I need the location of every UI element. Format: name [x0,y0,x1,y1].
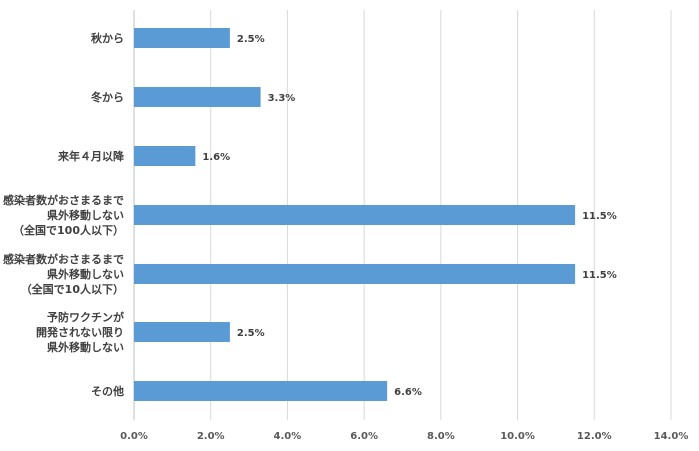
category-label: 冬から [91,90,124,104]
x-tick-label: 12.0% [577,431,612,442]
category-label-line: 感染者数がおさまるまで [3,252,124,266]
x-tick-label: 2.0% [197,431,225,442]
category-label-line: （全国で10人以下） [21,282,124,296]
x-tick-label: 14.0% [654,431,689,442]
data-labels: 2.5% 3.3% 1.6% 11.5% 11.5% 2.5% 6.6% [202,34,616,398]
category-label: その他 [91,384,124,398]
bar [134,87,261,107]
x-axis-ticks: 0.0% 2.0% 4.0% 6.0% 8.0% 10.0% 12.0% 14.0% [120,431,688,442]
category-label-line: 秋から [91,31,124,45]
category-label-line: 開発されない限り [36,325,124,339]
bar [134,146,196,166]
category-label-line: 県外移動しない [47,267,124,281]
category-label-line: 来年４月以降 [57,149,125,163]
category-label-line: 県外移動しない [47,340,124,354]
bar [134,322,230,342]
data-label: 2.5% [237,34,265,45]
data-label: 11.5% [582,211,617,222]
category-label: 感染者数がおさまるまで県外移動しない（全国で100人以下） [3,193,124,237]
data-label: 3.3% [268,93,296,104]
x-tick-label: 8.0% [427,431,455,442]
x-tick-label: 0.0% [120,431,148,442]
category-label-line: 予防ワクチンが [47,310,124,324]
bar [134,264,576,284]
data-label: 11.5% [582,270,617,281]
bar [134,205,576,225]
bars [134,28,576,401]
bar [134,28,230,48]
data-label: 2.5% [237,328,265,339]
category-labels: 秋から冬から来年４月以降感染者数がおさまるまで県外移動しない（全国で100人以下… [3,31,125,398]
category-label: 来年４月以降 [57,149,125,163]
x-tick-label: 4.0% [274,431,302,442]
category-label-line: 感染者数がおさまるまで [3,193,124,207]
category-label-line: 冬から [91,90,124,104]
category-label: 秋から [91,31,124,45]
category-label-line: （全国で100人以下） [13,223,124,237]
x-tick-label: 10.0% [500,431,535,442]
category-label-line: 県外移動しない [47,208,124,222]
data-label: 6.6% [394,387,422,398]
bar [134,381,388,401]
category-label: 感染者数がおさまるまで県外移動しない（全国で10人以下） [3,252,124,296]
category-label-line: その他 [91,384,124,398]
data-label: 1.6% [202,152,230,163]
x-tick-label: 6.0% [350,431,378,442]
category-label: 予防ワクチンが開発されない限り県外移動しない [36,310,124,354]
